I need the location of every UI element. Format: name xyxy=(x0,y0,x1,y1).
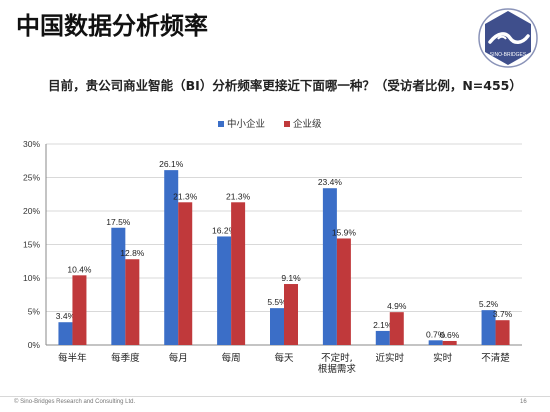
data-label: 5.5% xyxy=(267,297,287,307)
y-tick-label: 10% xyxy=(23,273,40,283)
page-number: 16 xyxy=(520,399,527,405)
data-label: 26.1% xyxy=(159,159,184,169)
y-tick-label: 30% xyxy=(23,139,40,149)
footer-divider xyxy=(0,396,550,397)
bar xyxy=(442,340,457,345)
data-label: 2.1% xyxy=(373,320,393,330)
x-tick-label: 近实时 xyxy=(376,352,405,364)
data-label: 10.4% xyxy=(67,264,92,274)
data-label: 5.2% xyxy=(479,299,499,309)
data-label: 0.7% xyxy=(426,329,446,339)
slide-title: 中国数据分析频率 xyxy=(16,12,208,40)
bar xyxy=(481,310,496,345)
data-label: 17.5% xyxy=(106,217,131,227)
bar xyxy=(270,308,284,345)
x-tick-label: 不定时, xyxy=(321,352,353,364)
data-label: 0.6% xyxy=(440,330,460,340)
bar xyxy=(111,227,126,345)
data-label: 16.2% xyxy=(212,225,237,235)
data-label: 12.8% xyxy=(120,248,145,258)
bar xyxy=(284,284,298,345)
bar xyxy=(72,275,87,345)
bar xyxy=(428,340,443,345)
y-tick-label: 15% xyxy=(23,240,40,250)
y-tick-label: 20% xyxy=(23,206,40,216)
sino-bridges-logo: SINO-BRIDGES xyxy=(478,8,538,68)
footer-copyright: © Sino-Bridges Research and Consulting L… xyxy=(14,399,136,405)
x-tick-label: 不清楚 xyxy=(481,352,510,364)
legend-label: 企业级 xyxy=(293,118,322,130)
data-label: 3.7% xyxy=(493,309,513,319)
x-tick-label: 每周 xyxy=(222,352,241,364)
bar xyxy=(375,330,390,345)
chart-question: 目前，贵公司商业智能（BI）分析频率更接近下面哪一种？（受访者比例，N=455） xyxy=(48,78,522,93)
data-label: 15.9% xyxy=(332,227,357,237)
legend-label: 中小企业 xyxy=(227,118,265,130)
bar xyxy=(231,202,246,345)
bar xyxy=(336,238,351,345)
bar xyxy=(58,322,73,345)
bar xyxy=(178,202,193,345)
data-label: 3.4% xyxy=(56,311,76,321)
data-label: 4.9% xyxy=(387,301,407,311)
bar xyxy=(125,259,140,345)
y-tick-label: 25% xyxy=(23,173,40,183)
bar xyxy=(495,320,510,345)
bar xyxy=(217,236,232,345)
x-tick-label: 每季度 xyxy=(111,352,140,364)
bar-chart: 0% 5% 10% 15% 20% 25% 30% 中小企业 企业级 3.4% 10.4% 每半年 17… xyxy=(23,118,522,375)
bar xyxy=(164,170,179,345)
x-tick-label: 实时 xyxy=(433,352,453,364)
x-tick-label: 根据需求 xyxy=(318,363,357,375)
data-label: 23.4% xyxy=(318,177,343,187)
bar xyxy=(389,312,404,345)
x-tick-label: 每月 xyxy=(169,352,188,364)
y-tick-label: 0% xyxy=(28,340,41,350)
bar xyxy=(322,188,337,345)
logo-text: SINO-BRIDGES xyxy=(490,52,527,58)
y-tick-label: 5% xyxy=(28,307,41,317)
data-label: 21.3% xyxy=(226,191,251,201)
x-tick-label: 每天 xyxy=(274,352,294,364)
data-label: 9.1% xyxy=(281,273,301,283)
data-label: 21.3% xyxy=(173,191,198,201)
x-tick-label: 每半年 xyxy=(58,352,87,364)
legend-swatch xyxy=(218,121,224,127)
legend-swatch xyxy=(284,121,290,127)
